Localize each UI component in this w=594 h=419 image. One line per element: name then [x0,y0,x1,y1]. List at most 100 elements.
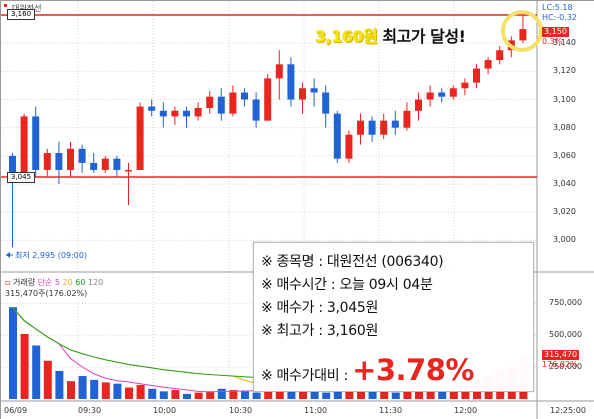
lc-value: LC:5.18 [542,3,573,12]
volume-bar [426,390,435,399]
volume-bar [20,333,29,399]
volume-bar [148,388,157,399]
time-date: 06/09 [4,406,28,415]
candle [78,144,86,173]
info-time-row: ※ 매수시간 : 오늘 09시 04분 [261,277,433,293]
reference-mark: ※ [261,277,273,293]
candle [9,153,16,248]
low-note-label: 최저 [15,251,30,260]
info-high-value: 3,160원 [326,323,379,339]
reference-mark: ※ [261,368,273,384]
volume-ma60: 60 [75,278,86,287]
candle [322,85,330,128]
volume-bar [391,392,400,399]
headline: 3,160원 최고가 달성! [315,23,466,47]
price-tick-label: 3,000 [553,235,576,245]
candle [287,57,295,107]
volume-tick-label: 500,000 [549,330,583,340]
volume-bar [264,387,273,399]
candle [519,15,527,44]
buy-line-tag: 3,045 [7,172,36,183]
volume-bar [252,392,261,399]
volume-tick-label: 250,000 [549,362,583,372]
candle [194,102,202,121]
price-tick-label: 3,040 [553,179,576,189]
info-buy-row: ※ 매수가 : 3,045원 [261,300,379,316]
price-tick-label: 3,140 [553,38,576,48]
volume-current: 315,470주(176.02%) [5,289,88,298]
candle [264,74,272,121]
volume-bar [461,386,470,399]
info-high-row: ※ 최고가 : 3,160원 [261,323,379,339]
volume-bar [32,345,41,399]
info-name-row: ※ 종목명 : 대원전선 (006340) [261,254,444,270]
info-ratio-value: +3.78% [352,353,474,387]
candle [217,88,225,121]
candle [484,57,492,75]
price-tick-label: 3,060 [553,150,576,160]
volume-bar [125,387,133,399]
volume-bar [113,383,122,399]
candle [125,162,132,206]
high-highlight-circle [501,10,543,52]
volume-bar [183,393,191,399]
candle [159,102,167,128]
info-ratio-label: 매수가대비 [276,368,340,384]
candle [241,88,248,107]
candle [426,85,434,107]
price-tick-label: 3,120 [553,66,576,76]
headline-price: 3,160원 [315,27,378,46]
candle [461,78,469,96]
time-tick: 10:00 [153,406,177,415]
volume-bar [78,376,87,399]
candle [415,92,422,121]
high-line-tag: 3,160 [7,9,36,20]
volume-pct-flag: 176.02% [542,360,578,369]
volume-bar [380,390,389,399]
volume-ma5: 5 [54,278,60,287]
volume-bar [171,390,180,399]
candle [229,85,237,117]
volume-bar [322,392,331,399]
info-buy-value: 3,045원 [326,300,379,316]
price-tick-label: 3,080 [553,122,576,132]
candle [90,153,98,173]
candle [310,78,318,107]
candle [206,91,214,114]
volume-bar [345,387,354,399]
volume-bar [310,391,319,399]
headline-text: 최고가 달성! [382,27,466,46]
candle [67,141,74,177]
volume-bar [368,391,377,399]
volume-tick-label: 750,000 [549,298,583,308]
volume-bar [241,391,249,399]
info-buy-label: 매수가 [276,300,315,316]
volume-ma-label: 단순 [37,278,53,287]
candle [380,113,388,139]
candle [171,106,179,125]
price-tick-label: 3,020 [553,207,576,217]
volume-bar [217,388,226,399]
candle [368,116,376,142]
candle [252,92,260,128]
candle [496,45,504,65]
candle [275,50,283,100]
volume-bar [9,307,17,399]
chart-tab[interactable]: 대원전선 [12,3,41,14]
volume-ma120: 120 [88,278,104,287]
candle [32,106,40,177]
candle [299,82,306,114]
hc-value: HC:-0.32 [542,13,577,22]
volume-bar [206,391,215,399]
volume-bar [194,392,203,399]
candle [20,113,28,177]
time-tick: 11:30 [379,406,403,415]
candle [183,106,190,128]
volume-bar [67,381,75,399]
volume-bar [357,388,365,399]
time-tick: 12:00 [454,406,478,415]
reference-mark: ※ [261,323,273,339]
candle [136,102,144,170]
low-note: 최저 2,995 (09:00) [15,250,87,261]
